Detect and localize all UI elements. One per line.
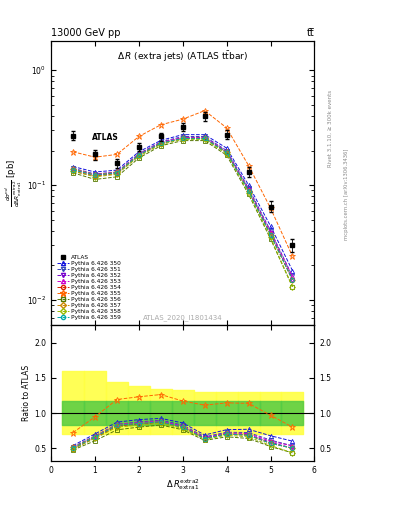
Text: ATLAS_2020_I1801434: ATLAS_2020_I1801434	[143, 314, 222, 321]
Text: 13000 GeV pp: 13000 GeV pp	[51, 28, 121, 38]
Y-axis label: $\frac{d\sigma^{nd}}{d\Delta R_{\rm extra1}^{\rm extra2}}$ [pb]: $\frac{d\sigma^{nd}}{d\Delta R_{\rm extr…	[4, 159, 24, 207]
Text: mcplots.cern.ch [arXiv:1306.3436]: mcplots.cern.ch [arXiv:1306.3436]	[344, 149, 349, 240]
Y-axis label: Ratio to ATLAS: Ratio to ATLAS	[22, 365, 31, 421]
Text: tt̅: tt̅	[307, 28, 314, 38]
Legend: ATLAS, Pythia 6.426 350, Pythia 6.426 351, Pythia 6.426 352, Pythia 6.426 353, P: ATLAS, Pythia 6.426 350, Pythia 6.426 35…	[57, 255, 121, 319]
Text: ATLAS: ATLAS	[92, 134, 119, 142]
Text: Rivet 3.1.10, ≥ 300k events: Rivet 3.1.10, ≥ 300k events	[328, 90, 333, 166]
X-axis label: $\Delta\,R^{\rm extra2}_{\rm extra1}$: $\Delta\,R^{\rm extra2}_{\rm extra1}$	[166, 477, 200, 493]
Text: $\Delta\,R$ (extra jets) (ATLAS t$\bar{\rm t}$bar): $\Delta\,R$ (extra jets) (ATLAS t$\bar{\…	[117, 50, 248, 65]
